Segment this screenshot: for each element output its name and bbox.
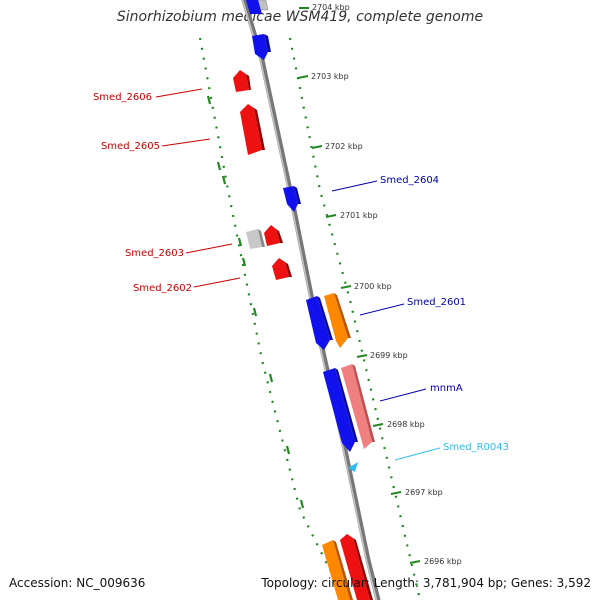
- gene-smed-2601: [306, 293, 351, 350]
- gene-smed-r0043: [348, 462, 358, 472]
- tick-label: 2699 kbp: [370, 351, 408, 360]
- scale-ticks: 2704 kbp 2703 kbp 2702 kbp 2701 kbp 2700…: [297, 3, 462, 566]
- label-smed-2605[interactable]: Smed_2605: [101, 141, 160, 152]
- gene-mnma: [323, 364, 375, 452]
- tick-label: 2704 kbp: [312, 3, 350, 12]
- label-smed-2602[interactable]: Smed_2602: [133, 283, 192, 294]
- gene-bottom-orange: [322, 540, 353, 600]
- label-mnma[interactable]: mnmA: [430, 383, 463, 394]
- label-smed-2601[interactable]: Smed_2601: [407, 297, 466, 308]
- gene-smed-2604: [283, 186, 301, 212]
- label-smed-2606[interactable]: Smed_2606: [93, 92, 152, 103]
- accession-text: Accession: NC_009636: [9, 576, 146, 590]
- tick-label: 2703 kbp: [311, 72, 349, 81]
- outer-tick-marks: [206, 95, 305, 509]
- gene-smed-2603: [246, 225, 283, 249]
- label-smed-2603[interactable]: Smed_2603: [125, 248, 184, 259]
- gene-smed-2602: [272, 258, 292, 280]
- label-connectors: [155, 88, 441, 461]
- gene-labels: Smed_2606 Smed_2605 Smed_2604 Smed_2603 …: [93, 92, 509, 453]
- label-smed-2604[interactable]: Smed_2604: [380, 175, 439, 186]
- map-title: Sinorhizobium medicae WSM419, complete g…: [116, 9, 484, 25]
- tick-label: 2700 kbp: [354, 282, 392, 291]
- scale-dotted-line: [288, 37, 422, 600]
- tick-label: 2696 kbp: [424, 557, 462, 566]
- gene-smed-2605: [240, 104, 265, 155]
- gene-bottom-red: [340, 534, 373, 600]
- label-smed-r0043[interactable]: Smed_R0043: [443, 442, 509, 453]
- tick-label: 2702 kbp: [325, 142, 363, 151]
- tick-label: 2701 kbp: [340, 211, 378, 220]
- gene-top-blue: [246, 0, 262, 14]
- genome-summary-text: Topology: circular; Length: 3,781,904 bp…: [261, 576, 591, 590]
- tick-label: 2698 kbp: [387, 420, 425, 429]
- gene-smed-2606: [233, 70, 251, 92]
- tick-label: 2697 kbp: [405, 488, 443, 497]
- gene-blue-top: [252, 34, 271, 60]
